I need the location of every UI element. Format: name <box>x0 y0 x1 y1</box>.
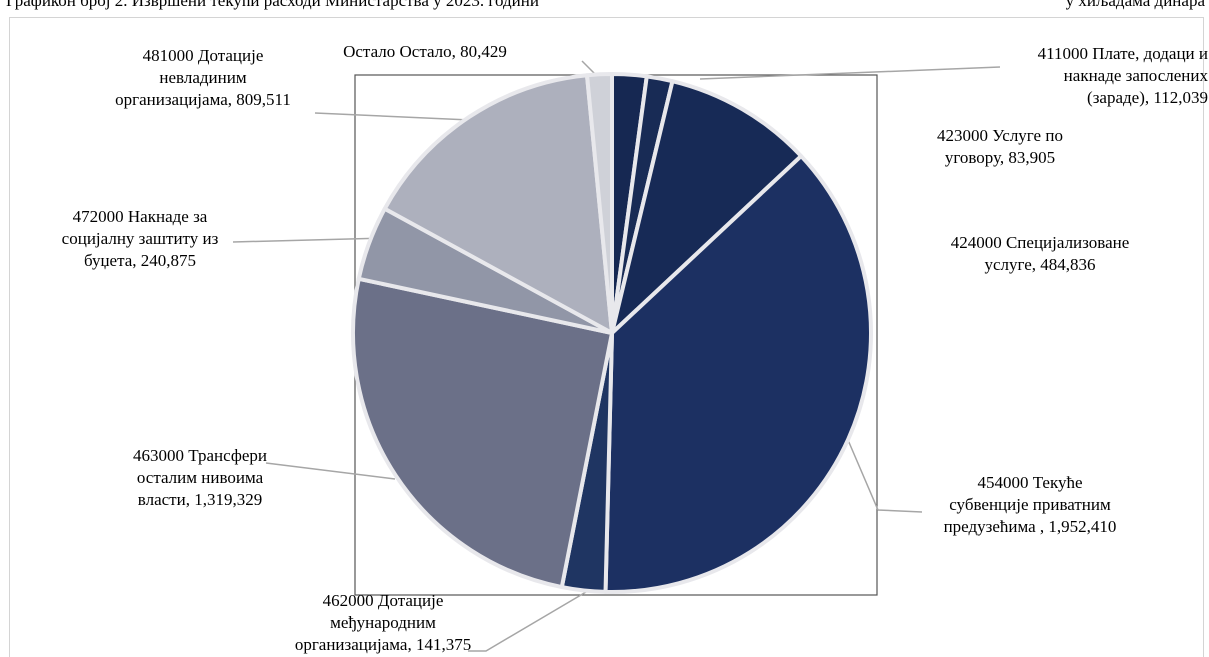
pie-slice-8 <box>382 73 614 335</box>
leader-lines <box>232 60 1001 652</box>
leader-line-6 <box>265 462 396 480</box>
data-labels: 411000 Плате, додаци и накнаде запослених… <box>62 42 1209 654</box>
leader-line-4 <box>847 439 923 513</box>
pie-slice-9 <box>584 72 614 335</box>
pie-slices <box>351 72 873 594</box>
slice-label-1: 411000 Плате, додаци и накнаде запослених… <box>1038 44 1209 107</box>
slice-label-3: 424000 Специјализоване услуге, 484,836 <box>951 233 1130 274</box>
leader-line-8 <box>314 112 471 121</box>
unit-label: у хиљадама динара <box>1065 0 1205 10</box>
slice-label-7: 472000 Накнаде за социјалну заштиту из буџ… <box>62 207 219 270</box>
chart-caption: Графикон број 2. Извршени текући расходи… <box>6 0 539 10</box>
leader-line-5 <box>468 591 587 652</box>
slice-label-8: 481000 Дотације невладиним организацијама,… <box>115 46 291 109</box>
slice-label-5: 462000 Дотације међународним организацијам… <box>295 591 471 654</box>
chart-header: Графикон број 2. Извршени текући расходи… <box>0 0 1209 13</box>
slice-label-2: 423000 Услуге по уговору, 83,905 <box>937 126 1063 167</box>
leader-line-7 <box>232 237 387 243</box>
pie-slice-3 <box>610 79 804 335</box>
slice-label-6: 463000 Трансфери осталим нивоима власти, 1… <box>133 446 267 509</box>
slice-label-9: Остало Остало, 80,429 <box>343 42 507 61</box>
slice-label-4: 454000 Текуће субвенције приватним предузе… <box>944 473 1117 536</box>
pie-slice-6 <box>351 276 614 590</box>
pie-slice-4 <box>603 154 873 594</box>
chart-area-border <box>9 17 1204 657</box>
leader-line-1 <box>699 66 1001 80</box>
